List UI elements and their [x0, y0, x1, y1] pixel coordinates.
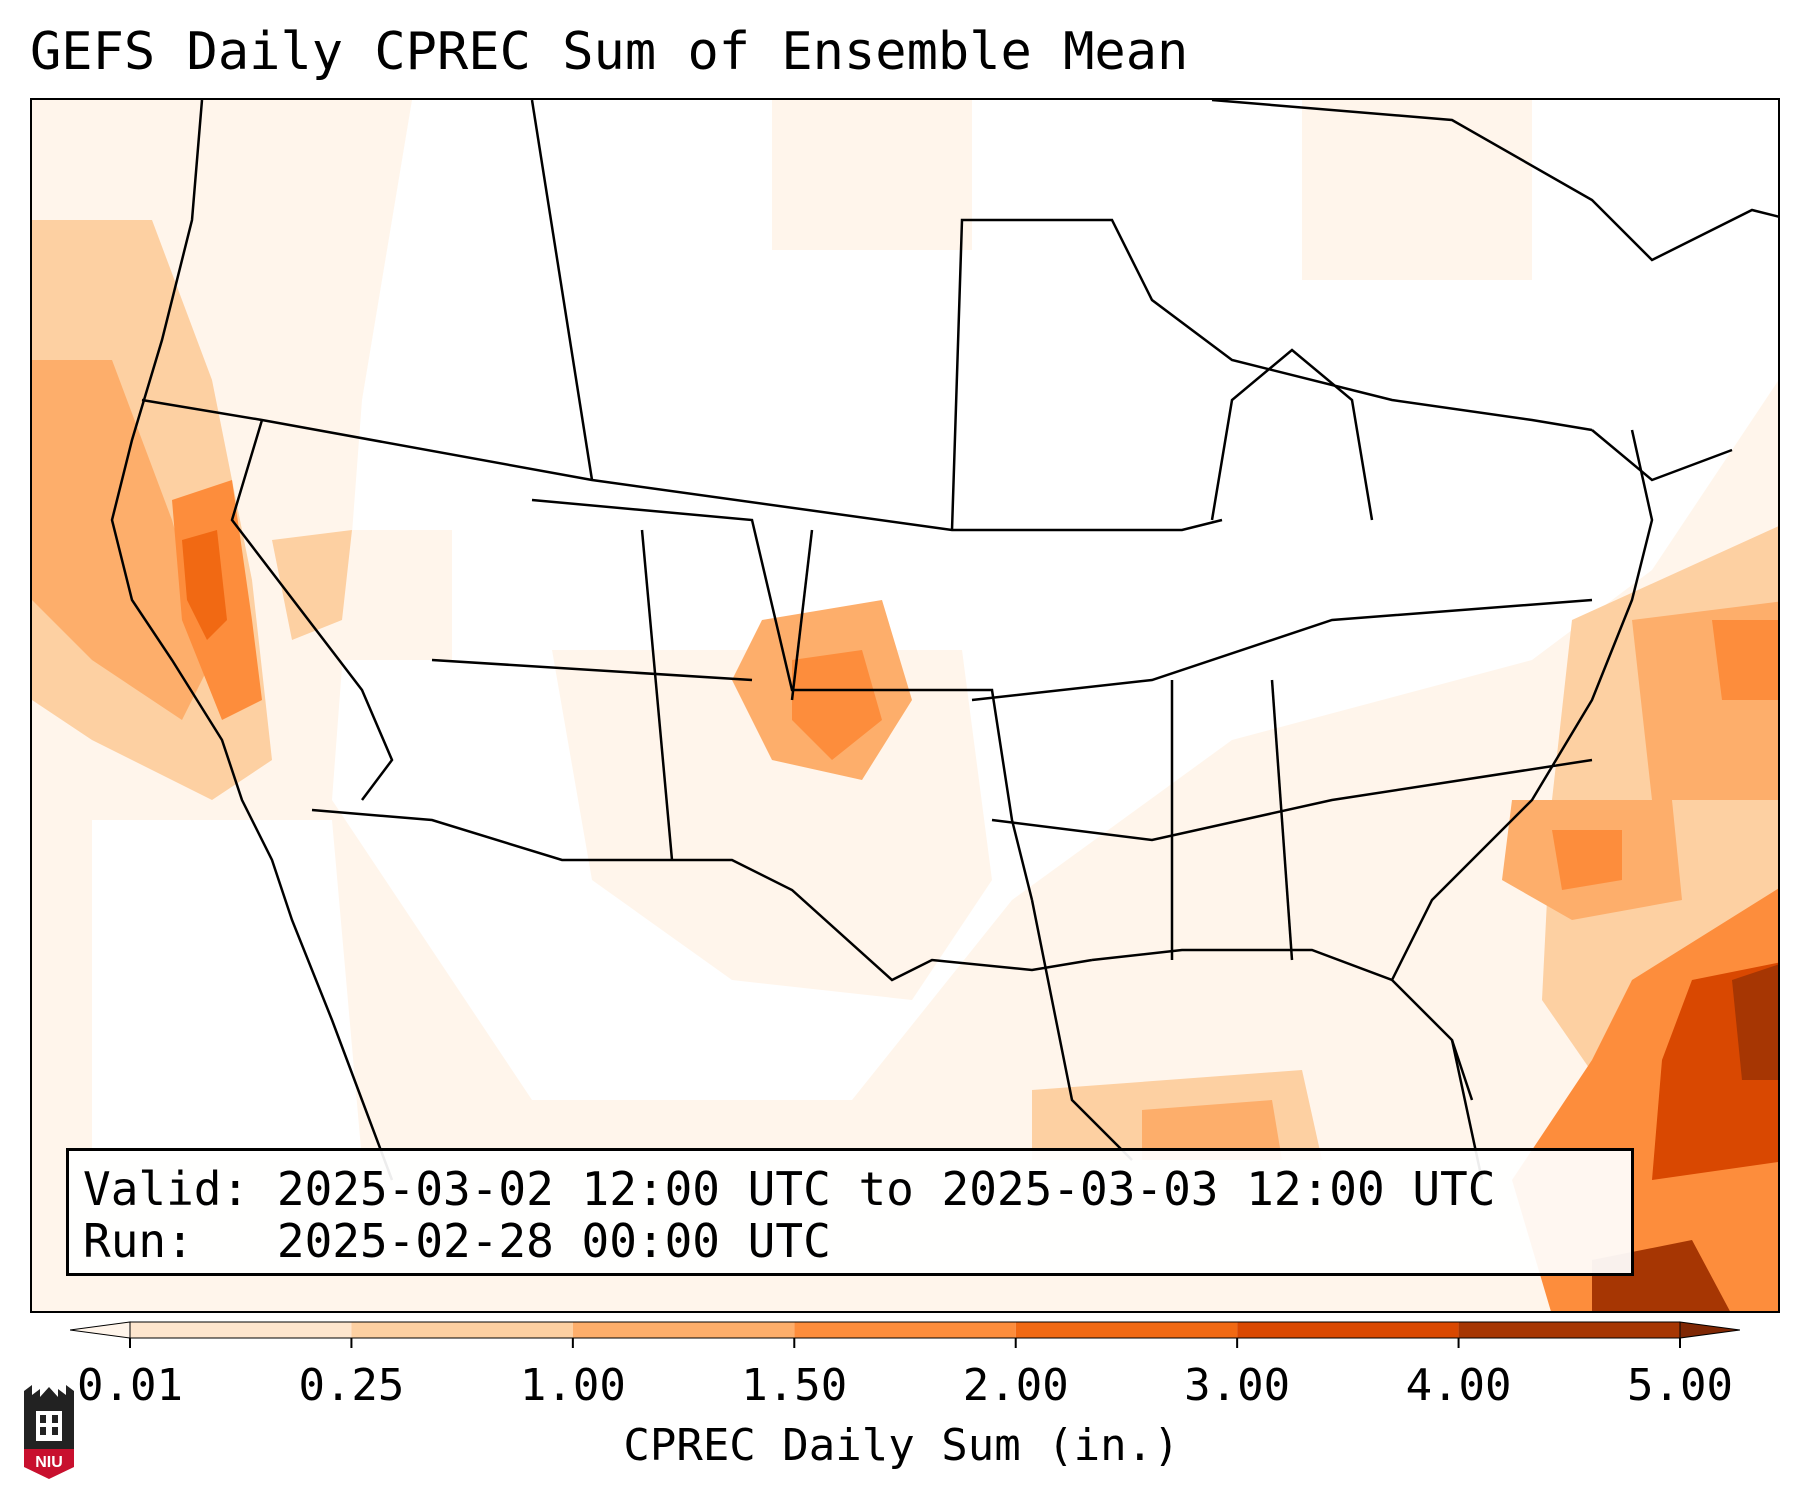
colorbar-segment [1458, 1322, 1680, 1338]
colorbar-tick-label: 4.00 [1405, 1360, 1512, 1411]
colorbar-tick-label: 0.01 [77, 1360, 183, 1411]
logo-text: NIU [35, 1454, 63, 1471]
colorbar-segment [351, 1322, 573, 1338]
map-title: GEFS Daily CPREC Sum of Ensemble Mean [30, 22, 1189, 82]
niu-logo: NIU [24, 1385, 74, 1479]
run-label: Run: [83, 1214, 194, 1268]
valid-label: Valid: [83, 1162, 250, 1216]
colorbar-segment [794, 1322, 1016, 1338]
colorbar-tick-label: 1.00 [519, 1360, 626, 1411]
colorbar-label: CPREC Daily Sum (in.) [623, 1420, 1180, 1471]
valid-value: 2025-03-02 12:00 UTC to 2025-03-03 12:00… [276, 1162, 1496, 1216]
info-box: Valid: 2025-03-02 12:00 UTC to 2025-03-0… [66, 1148, 1634, 1276]
colorbar-under-arrow [70, 1321, 131, 1339]
valid-row: Valid: 2025-03-02 12:00 UTC to 2025-03-0… [83, 1163, 1617, 1215]
precipitation-map [30, 98, 1780, 1313]
colorbar-segment [1015, 1322, 1238, 1338]
colorbar-tick-label: 1.50 [741, 1360, 848, 1411]
colorbar-tick-labels: 0.01 0.25 1.00 1.50 2.00 3.00 4.00 5.00 [0, 1360, 1803, 1420]
run-row: Run: 2025-02-28 00:00 UTC [83, 1215, 1617, 1267]
colorbar-tick-label: 2.00 [962, 1360, 1069, 1411]
colorbar-segment [572, 1322, 795, 1338]
run-value: 2025-02-28 00:00 UTC [276, 1214, 831, 1268]
colorbar-over-arrow [1679, 1321, 1740, 1339]
colorbar-tick-label: 5.00 [1627, 1360, 1733, 1411]
precip-shading-light [32, 100, 1778, 1311]
colorbar-tick-label: 0.25 [298, 1360, 405, 1411]
map-canvas [32, 100, 1778, 1311]
colorbar-segment [130, 1322, 352, 1338]
colorbar [70, 1321, 1740, 1348]
colorbar-outline [129, 1321, 1681, 1339]
precip-shading-moderate [32, 220, 1778, 1311]
colorbar-segment [1237, 1322, 1459, 1338]
colorbar-tick-label: 3.00 [1184, 1360, 1291, 1411]
